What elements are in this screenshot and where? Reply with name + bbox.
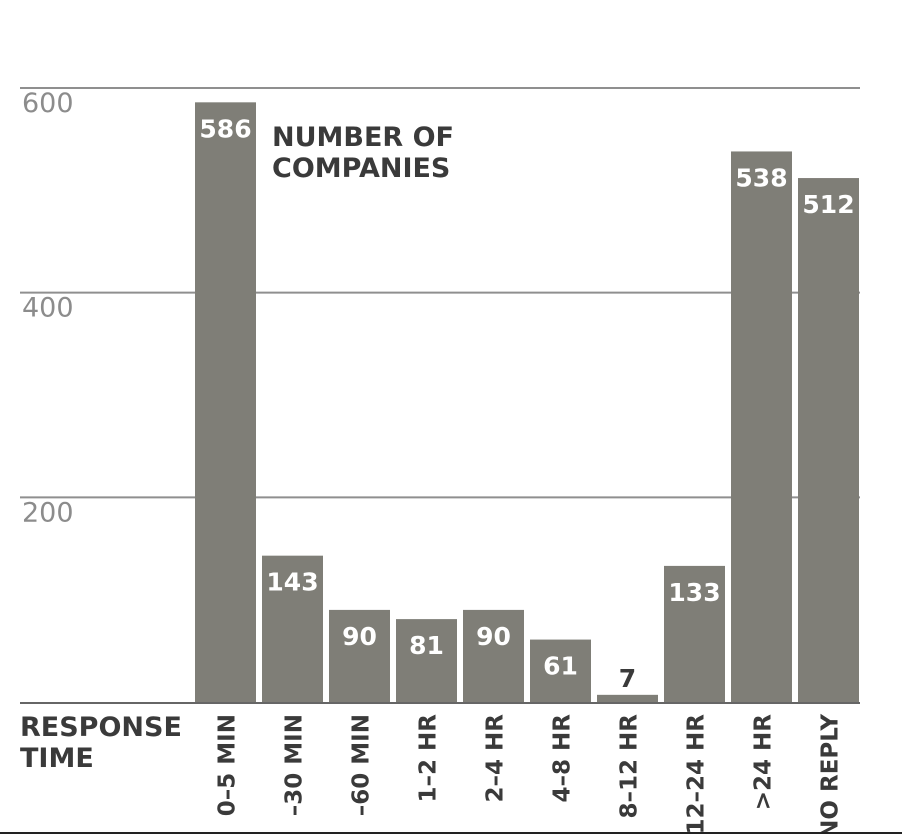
bar (195, 102, 256, 703)
data-label: 61 (543, 652, 578, 681)
data-label: 538 (735, 163, 787, 192)
data-label: 143 (266, 568, 318, 597)
category-labels: 0–5 MIN –30 MIN –60 MIN 1–2 HR 2–4 HR 4–8 HR 8… (215, 714, 844, 834)
bar (262, 555, 323, 702)
annotation: NUMBER OF COMPANIES (272, 122, 463, 184)
category-label: 4–8 HR (550, 714, 576, 803)
y-tick-label: 400 (22, 293, 74, 324)
bar (396, 619, 457, 702)
data-label: 7 (619, 664, 636, 693)
category-label: –30 MIN (282, 714, 308, 816)
x-axis-title-line-1: RESPONSE (20, 712, 182, 743)
x-axis-title: RESPONSE TIME (20, 712, 191, 774)
data-label: 90 (476, 622, 511, 651)
category-label: –60 MIN (349, 714, 375, 816)
category-label: NO REPLY (818, 714, 844, 834)
category-label: 2–4 HR (483, 714, 509, 803)
data-labels: 586 143 90 81 90 61 7 133 538 512 (199, 114, 854, 693)
bar (530, 639, 591, 702)
data-label: 81 (409, 631, 444, 660)
bars (195, 102, 859, 703)
data-label: 133 (668, 578, 720, 607)
data-label: 586 (199, 114, 251, 143)
annotation-line-2: COMPANIES (272, 153, 450, 184)
gridlines (20, 87, 860, 499)
category-label: 8–12 HR (617, 714, 643, 819)
category-label: 1–2 HR (416, 714, 442, 803)
category-label: 0–5 MIN (215, 714, 241, 816)
y-axis-ticks: 200 400 600 (22, 88, 74, 528)
y-tick-label: 600 (22, 88, 74, 119)
category-label: 12–24 HR (684, 714, 710, 834)
y-tick-label: 200 (22, 497, 74, 528)
bar (731, 151, 792, 703)
bar (664, 565, 725, 702)
bar (798, 178, 859, 702)
bar (597, 694, 658, 702)
category-label: >24 HR (751, 714, 777, 811)
data-label: 90 (342, 622, 377, 651)
bar (329, 609, 390, 702)
x-axis-title-line-2: TIME (20, 743, 94, 774)
bar (463, 609, 524, 702)
annotation-line-1: NUMBER OF (272, 122, 454, 153)
data-label: 512 (802, 190, 854, 219)
